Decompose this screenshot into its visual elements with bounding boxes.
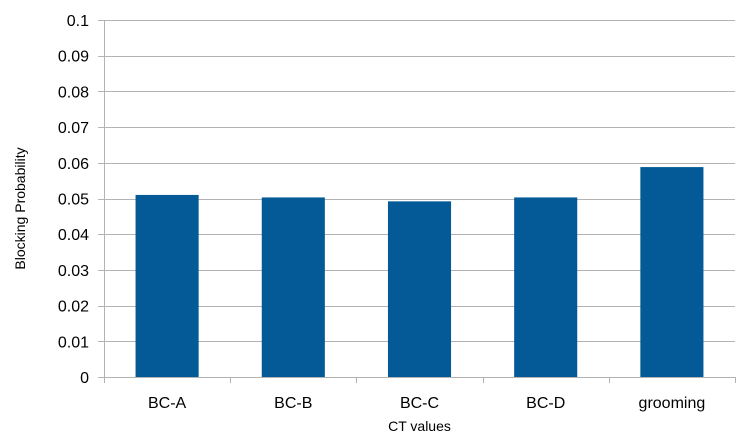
y-tick-labels: 0 0.01 0.02 0.03 0.04 0.05 0.06 0.07 0.08 0.09 0.1 — [58, 13, 89, 387]
x-tick-label: BC-B — [274, 395, 312, 412]
x-tick-label: BC-A — [148, 395, 187, 412]
axes — [98, 20, 736, 383]
y-tick-label: 0.1 — [67, 13, 89, 30]
y-tick-label: 0.08 — [58, 84, 89, 101]
y-tick-label: 0.06 — [58, 156, 89, 173]
y-axis-title: Blocking Probability — [12, 147, 28, 269]
x-tick-label: grooming — [639, 395, 706, 412]
bar-bc-a — [135, 194, 199, 377]
grid-lines — [98, 20, 735, 342]
bars — [135, 167, 704, 377]
y-tick-label: 0.04 — [58, 227, 89, 244]
x-tick-label: BC-D — [526, 395, 565, 412]
y-tick-label: 0.02 — [58, 299, 89, 316]
x-tick-labels: BC-A BC-B BC-C BC-D grooming — [148, 395, 705, 412]
y-tick-label: 0.09 — [58, 49, 89, 66]
y-tick-label: 0.07 — [58, 120, 89, 137]
bar-grooming — [640, 167, 704, 377]
x-axis-title: CT values — [388, 418, 451, 434]
bar-bc-d — [514, 197, 578, 377]
x-tick-label: BC-C — [400, 395, 439, 412]
bar-bc-b — [261, 197, 325, 377]
y-tick-label: 0.01 — [58, 334, 89, 351]
y-tick-label: 0.03 — [58, 263, 89, 280]
y-tick-label: 0.05 — [58, 192, 89, 209]
y-tick-label: 0 — [80, 370, 89, 387]
bar-bc-c — [387, 201, 452, 377]
